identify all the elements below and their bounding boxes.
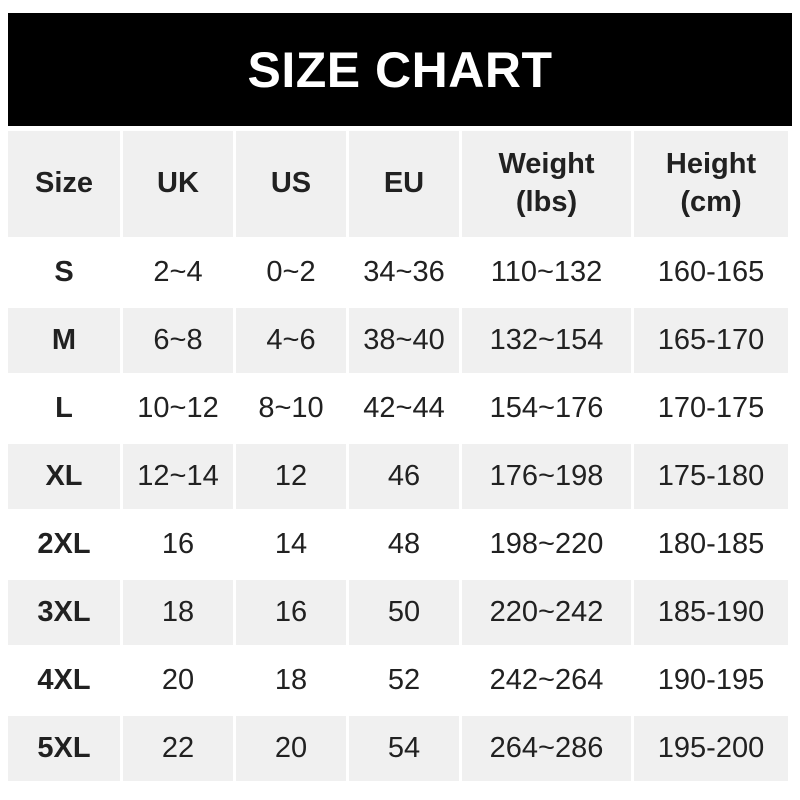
cell-us-m: 4~6 bbox=[236, 308, 346, 373]
cell-weight-3xl: 220~242 bbox=[462, 580, 631, 645]
cell-size-5xl: 5XL bbox=[8, 716, 120, 781]
cell-size-s: S bbox=[8, 240, 120, 305]
cell-eu-s: 34~36 bbox=[349, 240, 459, 305]
title-banner: SIZE CHART bbox=[8, 13, 792, 126]
cell-uk-m: 6~8 bbox=[123, 308, 233, 373]
cell-height-4xl: 190-195 bbox=[634, 648, 788, 713]
cell-weight-5xl: 264~286 bbox=[462, 716, 631, 781]
cell-uk-s: 2~4 bbox=[123, 240, 233, 305]
header-cell-uk: UK bbox=[123, 131, 233, 237]
cell-uk-3xl: 18 bbox=[123, 580, 233, 645]
cell-us-4xl: 18 bbox=[236, 648, 346, 713]
cell-weight-xl: 176~198 bbox=[462, 444, 631, 509]
page-title: SIZE CHART bbox=[247, 41, 553, 98]
cell-size-4xl: 4XL bbox=[8, 648, 120, 713]
cell-height-l: 170-175 bbox=[634, 376, 788, 441]
cell-size-m: M bbox=[8, 308, 120, 373]
cell-us-3xl: 16 bbox=[236, 580, 346, 645]
header-cell-size: Size bbox=[8, 131, 120, 237]
cell-weight-4xl: 242~264 bbox=[462, 648, 631, 713]
cell-uk-2xl: 16 bbox=[123, 512, 233, 577]
cell-uk-xl: 12~14 bbox=[123, 444, 233, 509]
cell-weight-s: 110~132 bbox=[462, 240, 631, 305]
cell-height-3xl: 185-190 bbox=[634, 580, 788, 645]
cell-uk-4xl: 20 bbox=[123, 648, 233, 713]
cell-height-m: 165-170 bbox=[634, 308, 788, 373]
header-cell-weight: Weight (lbs) bbox=[462, 131, 631, 237]
cell-height-5xl: 195-200 bbox=[634, 716, 788, 781]
cell-eu-m: 38~40 bbox=[349, 308, 459, 373]
cell-height-xl: 175-180 bbox=[634, 444, 788, 509]
header-cell-eu: EU bbox=[349, 131, 459, 237]
header-cell-us: US bbox=[236, 131, 346, 237]
cell-eu-5xl: 54 bbox=[349, 716, 459, 781]
cell-height-2xl: 180-185 bbox=[634, 512, 788, 577]
cell-eu-xl: 46 bbox=[349, 444, 459, 509]
cell-eu-3xl: 50 bbox=[349, 580, 459, 645]
cell-us-5xl: 20 bbox=[236, 716, 346, 781]
cell-eu-4xl: 52 bbox=[349, 648, 459, 713]
cell-size-l: L bbox=[8, 376, 120, 441]
cell-size-3xl: 3XL bbox=[8, 580, 120, 645]
cell-eu-2xl: 48 bbox=[349, 512, 459, 577]
cell-weight-m: 132~154 bbox=[462, 308, 631, 373]
cell-us-s: 0~2 bbox=[236, 240, 346, 305]
cell-weight-2xl: 198~220 bbox=[462, 512, 631, 577]
cell-height-s: 160-165 bbox=[634, 240, 788, 305]
size-chart-table: Size UK US EU Weight (lbs) Height (cm) S… bbox=[8, 131, 788, 781]
cell-size-xl: XL bbox=[8, 444, 120, 509]
cell-us-2xl: 14 bbox=[236, 512, 346, 577]
cell-eu-l: 42~44 bbox=[349, 376, 459, 441]
cell-weight-l: 154~176 bbox=[462, 376, 631, 441]
cell-us-l: 8~10 bbox=[236, 376, 346, 441]
cell-uk-l: 10~12 bbox=[123, 376, 233, 441]
cell-us-xl: 12 bbox=[236, 444, 346, 509]
cell-uk-5xl: 22 bbox=[123, 716, 233, 781]
cell-size-2xl: 2XL bbox=[8, 512, 120, 577]
header-cell-height: Height (cm) bbox=[634, 131, 788, 237]
